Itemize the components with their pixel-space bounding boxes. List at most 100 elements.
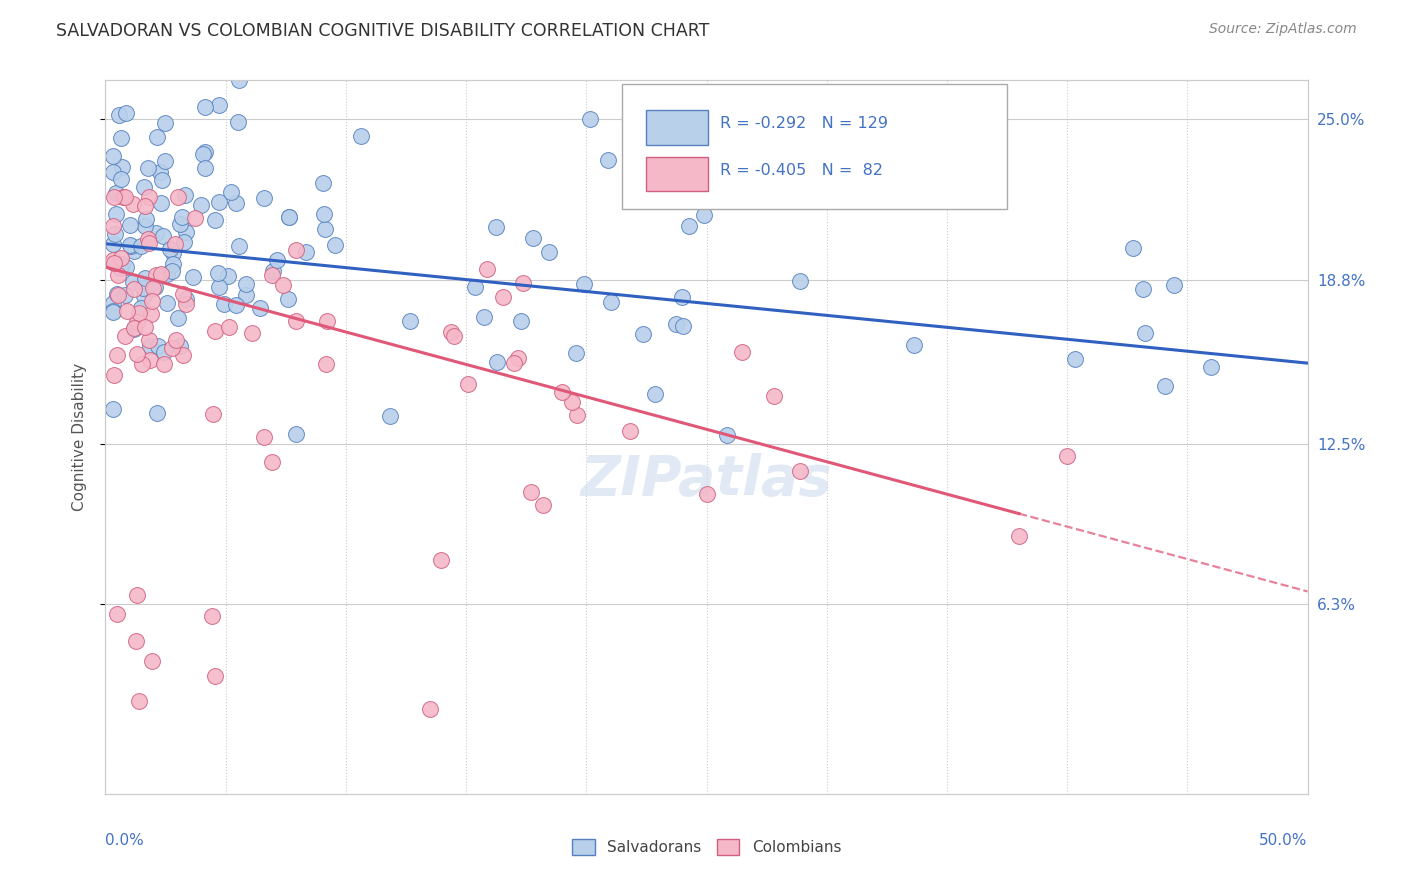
Point xyxy=(716,428,738,442)
Point xyxy=(266,253,288,268)
Point xyxy=(190,198,212,212)
Point xyxy=(429,553,451,567)
Point xyxy=(1199,360,1222,375)
Point xyxy=(672,319,695,334)
Point xyxy=(146,130,169,145)
Point xyxy=(574,277,596,291)
Point xyxy=(208,97,231,112)
Point xyxy=(176,296,198,310)
Point xyxy=(443,329,465,343)
Point xyxy=(125,588,148,602)
Point xyxy=(114,190,136,204)
Point xyxy=(253,191,276,205)
Point xyxy=(315,357,337,371)
Point xyxy=(212,297,235,311)
Point xyxy=(134,199,156,213)
Point xyxy=(153,345,176,359)
Text: SALVADORAN VS COLOMBIAN COGNITIVE DISABILITY CORRELATION CHART: SALVADORAN VS COLOMBIAN COGNITIVE DISABI… xyxy=(56,22,710,40)
Point xyxy=(124,321,146,335)
Point xyxy=(110,172,132,186)
Point xyxy=(118,237,141,252)
Point xyxy=(183,270,205,285)
Point xyxy=(475,262,498,277)
Point xyxy=(131,357,153,371)
Point xyxy=(204,324,226,338)
Point xyxy=(122,282,145,296)
Point xyxy=(696,487,718,501)
Point xyxy=(312,176,335,190)
Point xyxy=(134,320,156,334)
Point xyxy=(285,427,308,442)
Point xyxy=(208,194,231,209)
Point xyxy=(122,244,145,258)
Point xyxy=(565,346,588,360)
Point xyxy=(1064,352,1087,367)
Point xyxy=(903,338,925,352)
Point xyxy=(314,222,336,236)
Point xyxy=(260,455,283,469)
Point xyxy=(111,257,134,271)
Point xyxy=(101,402,124,417)
Point xyxy=(129,301,152,316)
Point xyxy=(630,122,652,136)
Point xyxy=(141,654,163,668)
Point xyxy=(201,408,224,422)
FancyBboxPatch shape xyxy=(647,157,707,191)
FancyBboxPatch shape xyxy=(647,111,707,145)
Point xyxy=(110,251,132,265)
Point xyxy=(294,245,316,260)
Point xyxy=(671,290,693,304)
Point xyxy=(160,341,183,355)
Point xyxy=(110,260,132,275)
Point xyxy=(440,325,463,339)
Point xyxy=(600,294,623,309)
Point xyxy=(139,338,162,352)
Text: 50.0%: 50.0% xyxy=(1260,833,1308,848)
Point xyxy=(194,100,217,114)
Point xyxy=(398,314,420,328)
Point xyxy=(105,348,128,362)
Point xyxy=(150,195,173,210)
Point xyxy=(122,197,145,211)
Point xyxy=(172,348,194,362)
Point xyxy=(235,287,257,301)
Point xyxy=(134,270,156,285)
Point xyxy=(1122,241,1144,255)
Point xyxy=(134,179,156,194)
Point xyxy=(146,339,169,353)
Point xyxy=(136,231,159,245)
Point xyxy=(485,220,508,235)
Point xyxy=(101,303,124,318)
Point xyxy=(1008,529,1031,543)
Point xyxy=(155,154,177,169)
Point xyxy=(141,294,163,309)
Point xyxy=(323,237,346,252)
Point xyxy=(464,280,486,294)
Point xyxy=(228,73,250,87)
Point xyxy=(145,226,167,240)
Point xyxy=(219,185,242,199)
Point xyxy=(150,267,173,281)
Point xyxy=(101,149,124,163)
Point xyxy=(249,301,271,315)
Point xyxy=(194,161,217,176)
Point xyxy=(253,430,276,444)
Point xyxy=(127,346,149,360)
Point xyxy=(105,286,128,301)
Point xyxy=(1163,278,1185,293)
Point xyxy=(763,389,786,403)
Point xyxy=(457,376,479,391)
Point xyxy=(120,239,142,253)
Point xyxy=(194,145,217,160)
Y-axis label: Cognitive Disability: Cognitive Disability xyxy=(72,363,87,511)
Point xyxy=(204,213,226,227)
Point xyxy=(512,277,534,291)
Point xyxy=(101,165,124,179)
Point xyxy=(183,211,205,225)
Legend: Salvadorans, Colombians: Salvadorans, Colombians xyxy=(565,833,848,861)
Point xyxy=(153,116,176,130)
Point xyxy=(139,307,162,321)
Point xyxy=(644,387,666,401)
Point xyxy=(107,268,129,282)
Point xyxy=(277,210,299,224)
